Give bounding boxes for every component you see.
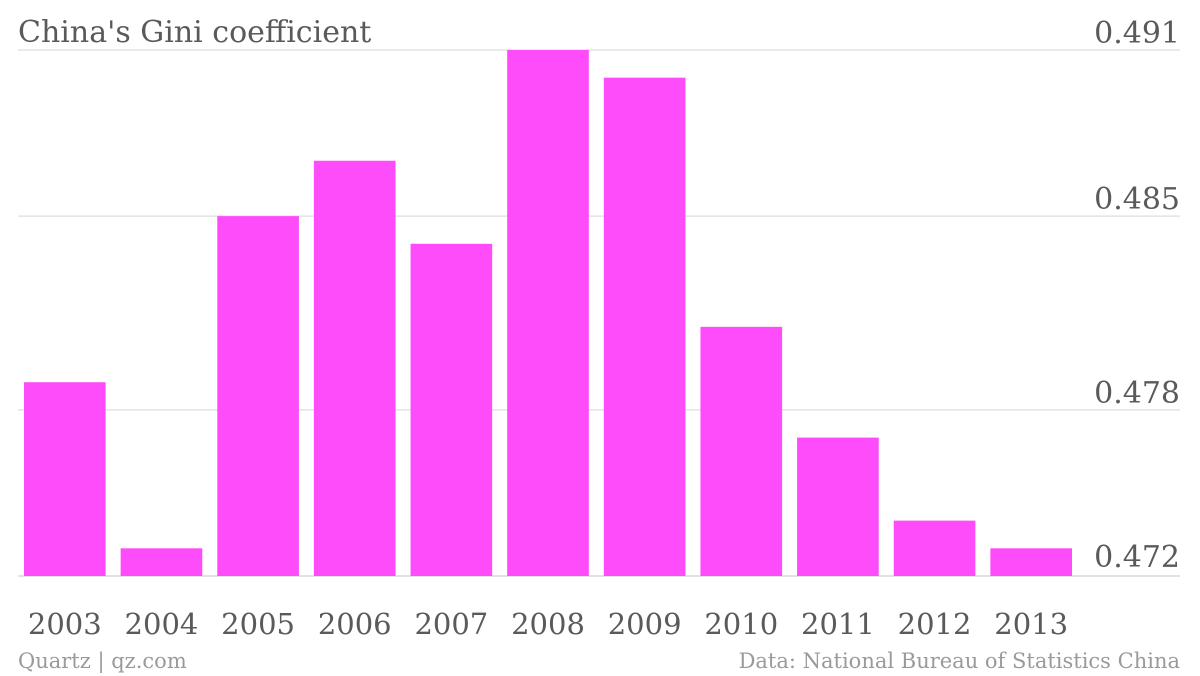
- y-axis-tick-labels: 0.472 0.478 0.485 0.491: [1094, 16, 1180, 575]
- bars: [24, 50, 1072, 577]
- y-tick-label: 0.491: [1094, 16, 1180, 51]
- x-tick-label-2013: 2013: [994, 607, 1068, 641]
- gridlines: [18, 49, 1180, 577]
- y-tick-label: 0.472: [1094, 540, 1180, 575]
- x-tick-label-2006: 2006: [318, 607, 392, 641]
- chart-title: China's Gini coefficient: [18, 15, 371, 50]
- bar-2009: [603, 77, 686, 577]
- bar-2006: [313, 160, 396, 576]
- x-tick-label-2005: 2005: [221, 607, 295, 641]
- x-tick-label-2010: 2010: [704, 607, 778, 641]
- x-tick-label-2003: 2003: [28, 607, 102, 641]
- bar-2003: [24, 382, 106, 576]
- footer-source-right: Data: National Bureau of Statistics Chin…: [739, 649, 1180, 673]
- x-tick-label-2008: 2008: [511, 607, 585, 641]
- bar-2004: [120, 548, 203, 576]
- y-tick-label: 0.478: [1094, 376, 1180, 411]
- x-tick-label-2009: 2009: [608, 607, 682, 641]
- footer-source-left: Quartz | qz.com: [18, 649, 187, 674]
- bar-2013: [990, 548, 1072, 576]
- bar-2012: [893, 520, 976, 576]
- x-tick-label-2012: 2012: [898, 607, 972, 641]
- bar-2008: [507, 50, 589, 576]
- x-tick-label-2004: 2004: [125, 607, 199, 641]
- bar-2005: [217, 216, 299, 576]
- bar-2010: [700, 326, 783, 576]
- bar-2011: [797, 437, 879, 576]
- x-tick-label-2007: 2007: [414, 607, 488, 641]
- bar-2007: [410, 243, 493, 576]
- y-tick-label: 0.485: [1094, 182, 1180, 217]
- x-axis-tick-labels: 2003 2004 2005 2006 2007 2008 2009 2010 2011 2012…: [28, 607, 1068, 641]
- x-tick-label-2011: 2011: [801, 607, 875, 641]
